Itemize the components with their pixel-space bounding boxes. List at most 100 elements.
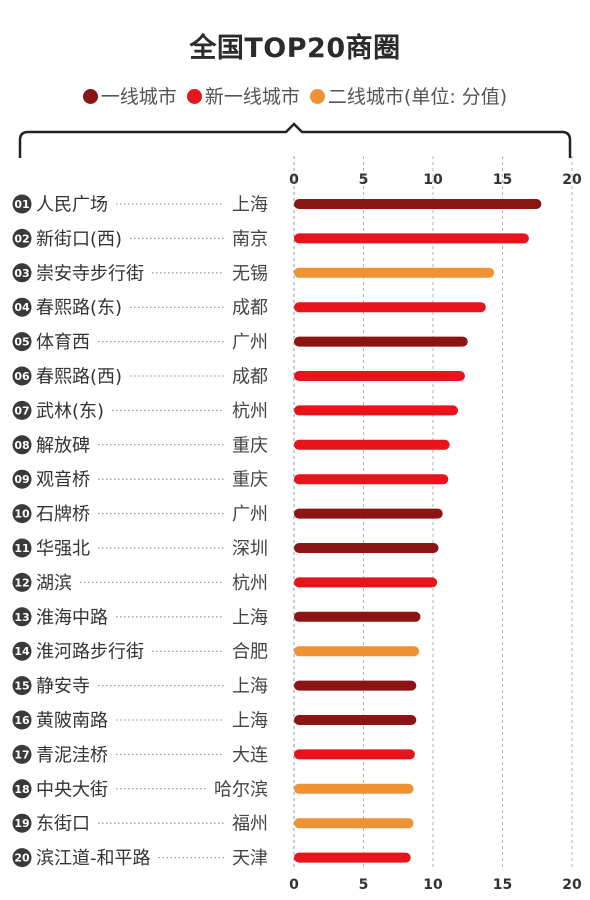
rank-badge: [12, 813, 32, 833]
x-tick-label-bottom: 0: [289, 877, 299, 893]
x-tick-label-top: 10: [423, 172, 443, 188]
city-name: 天津: [232, 848, 268, 869]
rank-badge: [12, 400, 32, 420]
bar: [294, 371, 465, 381]
shop-district-name: 中央大街: [36, 779, 108, 800]
rank-badge: [12, 779, 32, 799]
legend-bracket: [18, 122, 572, 158]
bar: [294, 233, 529, 244]
bar: [294, 405, 459, 416]
rank-number: 12: [14, 576, 29, 589]
rank-badge: [12, 504, 32, 524]
x-tick-label-bottom: 10: [423, 877, 443, 893]
bar: [294, 199, 542, 209]
city-name: 广州: [232, 504, 268, 525]
city-name: 重庆: [232, 435, 268, 456]
rank-number: 14: [14, 645, 30, 658]
rank-badge: [12, 469, 32, 489]
legend-label: 一线城市: [100, 86, 177, 108]
shop-district-name: 淮海中路: [36, 607, 108, 628]
rank-badge: [12, 228, 32, 248]
rank-badge: [12, 572, 32, 592]
legend-item-tier1: 一线城市: [82, 82, 177, 109]
city-name: 杭州: [232, 401, 268, 422]
rank-badge: [12, 676, 32, 696]
rank-badge: [12, 848, 32, 868]
city-name: 广州: [232, 332, 268, 353]
rank-badge: [12, 641, 32, 661]
city-name: 哈尔滨: [214, 779, 268, 800]
chart-legend: 一线城市 新一线城市 二线城市(单位: 分值): [0, 82, 590, 109]
rank-number: 13: [14, 611, 29, 624]
shop-district-name: 淮河路步行街: [36, 642, 144, 663]
shop-district-name: 青泥洼桥: [36, 745, 108, 766]
city-name: 杭州: [232, 573, 268, 594]
rank-number: 09: [14, 473, 29, 486]
bar: [294, 818, 414, 829]
shop-district-name: 观音桥: [36, 470, 90, 491]
rank-badge: [12, 194, 32, 214]
shop-district-name: 武林(东): [36, 401, 104, 422]
city-name: 合肥: [232, 642, 268, 663]
legend-label: 新一线城市: [204, 86, 300, 108]
legend-label: 二线城市: [327, 86, 404, 108]
shop-district-name: 人民广场: [36, 195, 108, 216]
rank-number: 16: [14, 714, 30, 727]
shop-district-name: 春熙路(东): [36, 298, 122, 319]
shop-district-name: 体育西: [36, 332, 90, 353]
city-name: 深圳: [232, 539, 268, 560]
bar: [294, 508, 443, 519]
city-name: 上海: [232, 607, 268, 628]
rank-number: 03: [14, 267, 29, 280]
city-name: 上海: [232, 676, 268, 697]
shop-district-name: 春熙路(西): [36, 367, 122, 388]
rank-number: 20: [14, 852, 30, 865]
bar: [294, 783, 414, 794]
bar: [294, 611, 421, 622]
x-tick-label-top: 20: [562, 172, 582, 188]
bar: [294, 680, 417, 691]
rank-number: 11: [14, 542, 29, 555]
bar: [294, 336, 468, 347]
bar: [294, 749, 415, 760]
rank-badge: [12, 263, 32, 283]
rank-badge: [12, 607, 32, 627]
shop-district-name: 华强北: [36, 539, 90, 560]
x-tick-label-top: 0: [289, 172, 299, 188]
legend-dot-icon: [186, 89, 202, 104]
rank-badge: [12, 538, 32, 558]
x-tick-label-top: 15: [493, 172, 512, 188]
rank-number: 10: [14, 508, 30, 521]
rank-number: 08: [14, 439, 29, 452]
rank-number: 05: [14, 336, 29, 349]
chart-title: 全国TOP20商圈: [189, 33, 401, 64]
shop-district-name: 滨江道-和平路: [36, 848, 151, 869]
bar: [294, 543, 439, 553]
rank-badge: [12, 435, 32, 455]
bar: [294, 852, 411, 863]
rank-badge: [12, 332, 32, 352]
rank-number: 07: [14, 404, 29, 417]
city-name: 成都: [232, 367, 268, 388]
rank-number: 01: [14, 198, 29, 211]
rank-number: 17: [14, 748, 29, 761]
legend-item-tier2: 二线城市(单位: 分值): [309, 82, 507, 109]
city-name: 上海: [232, 195, 268, 216]
city-name: 成都: [232, 298, 268, 319]
rank-badge: [12, 366, 32, 386]
rank-badge: [12, 297, 32, 317]
shop-district-name: 湖滨: [36, 573, 72, 594]
rank-number: 18: [14, 783, 29, 796]
shop-district-name: 东街口: [36, 814, 90, 835]
shop-district-name: 新街口(西): [36, 229, 122, 250]
shop-district-name: 黄陂南路: [36, 711, 108, 732]
city-name: 上海: [232, 711, 268, 732]
city-name: 福州: [232, 814, 268, 835]
shop-district-name: 崇安寺步行街: [36, 263, 144, 284]
legend-item-new-tier1: 新一线城市: [186, 82, 300, 109]
rank-number: 06: [14, 370, 30, 383]
shop-district-name: 解放碑: [36, 435, 90, 456]
bar: [294, 267, 495, 278]
x-tick-label-bottom: 15: [493, 877, 512, 893]
